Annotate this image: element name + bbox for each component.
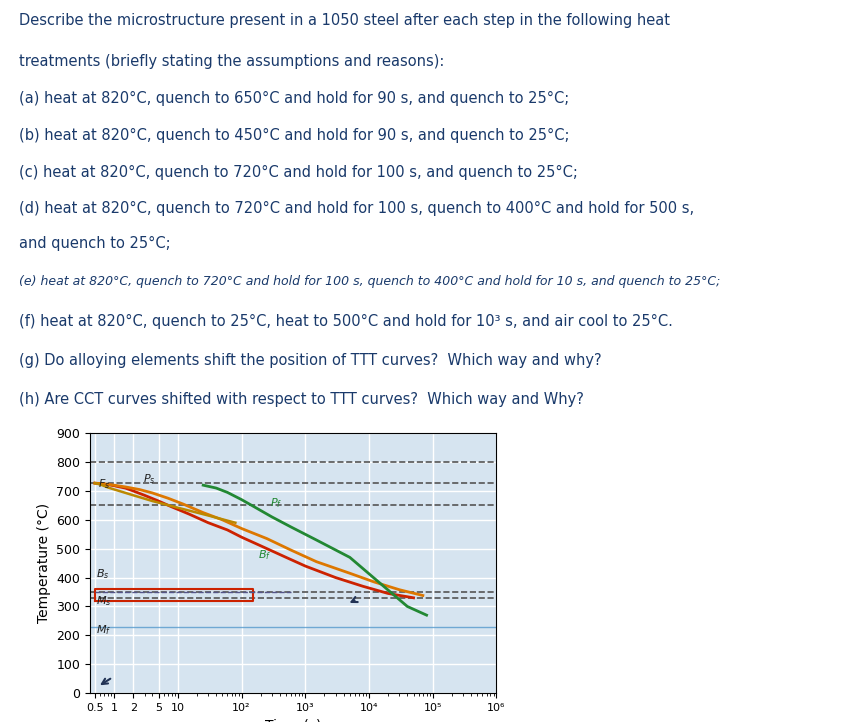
X-axis label: Time (s): Time (s) <box>265 718 321 722</box>
Text: (h) Are CCT curves shifted with respect to TTT curves?  Which way and Why?: (h) Are CCT curves shifted with respect … <box>19 392 584 407</box>
Text: (f) heat at 820°C, quench to 25°C, heat to 500°C and hold for 10³ s, and air coo: (f) heat at 820°C, quench to 25°C, heat … <box>19 314 673 329</box>
Text: Describe the microstructure present in a 1050 steel after each step in the follo: Describe the microstructure present in a… <box>19 13 669 28</box>
Text: (b) heat at 820°C, quench to 450°C and hold for 90 s, and quench to 25°C;: (b) heat at 820°C, quench to 450°C and h… <box>19 128 569 143</box>
Text: $F_s$: $F_s$ <box>98 477 110 491</box>
Text: (e) heat at 820°C, quench to 720°C and hold for 100 s, quench to 400°C and hold : (e) heat at 820°C, quench to 720°C and h… <box>19 275 720 288</box>
Y-axis label: Temperature (°C): Temperature (°C) <box>37 503 51 623</box>
Text: $B_f$: $B_f$ <box>258 548 271 562</box>
Text: (a) heat at 820°C, quench to 650°C and hold for 90 s, and quench to 25°C;: (a) heat at 820°C, quench to 650°C and h… <box>19 91 569 106</box>
Text: (g) Do alloying elements shift the position of TTT curves?  Which way and why?: (g) Do alloying elements shift the posit… <box>19 353 601 368</box>
Text: $P_f$: $P_f$ <box>270 496 282 510</box>
Text: treatments (briefly stating the assumptions and reasons):: treatments (briefly stating the assumpti… <box>19 54 444 69</box>
Text: (d) heat at 820°C, quench to 720°C and hold for 100 s, quench to 400°C and hold : (d) heat at 820°C, quench to 720°C and h… <box>19 201 693 217</box>
Text: $B_s$: $B_s$ <box>96 567 110 580</box>
Text: $M_s$: $M_s$ <box>96 594 111 608</box>
Text: $M_f$: $M_f$ <box>96 623 111 637</box>
Text: $P_s$: $P_s$ <box>143 472 155 486</box>
Text: (c) heat at 820°C, quench to 720°C and hold for 100 s, and quench to 25°C;: (c) heat at 820°C, quench to 720°C and h… <box>19 165 578 180</box>
Text: and quench to 25°C;: and quench to 25°C; <box>19 236 170 251</box>
